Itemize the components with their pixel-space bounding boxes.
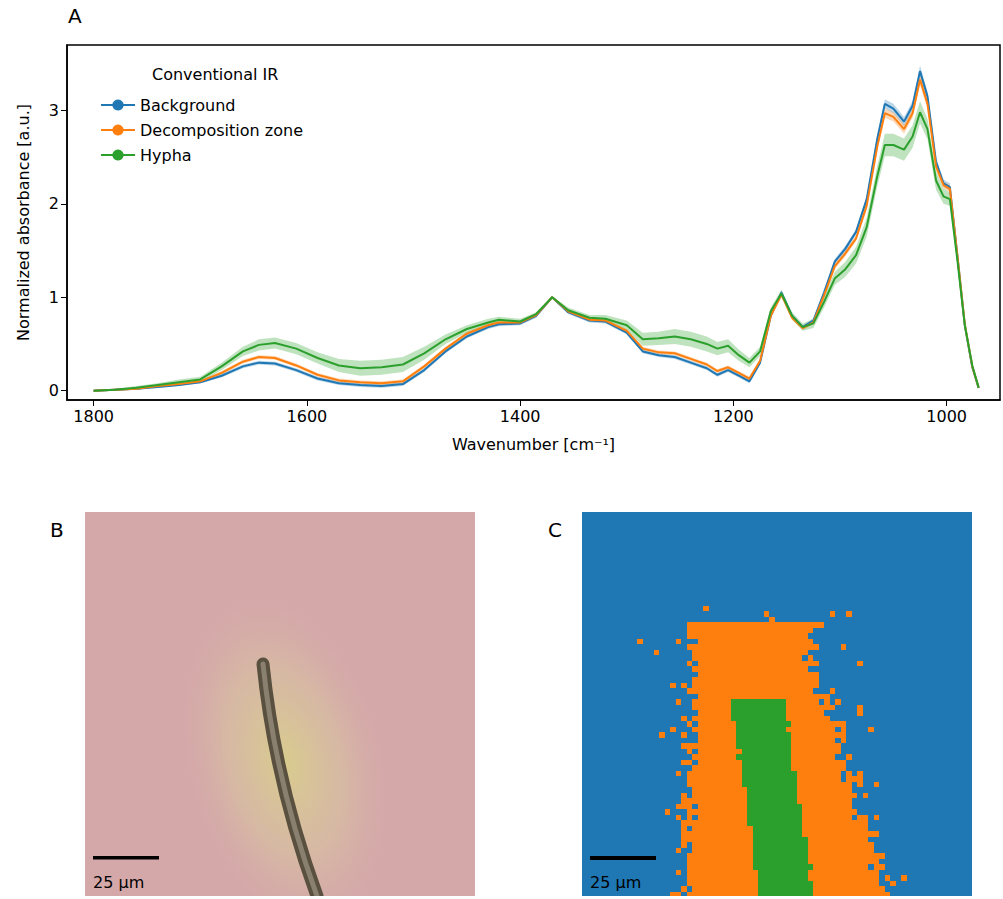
- svg-text:1600: 1600: [287, 407, 328, 426]
- svg-text:Normalized absorbance [a.u.]: Normalized absorbance [a.u.]: [14, 104, 33, 341]
- svg-text:Hypha: Hypha: [140, 146, 192, 165]
- svg-text:0: 0: [49, 381, 59, 400]
- svg-text:Background: Background: [140, 96, 235, 115]
- svg-text:Decomposition zone: Decomposition zone: [140, 121, 303, 140]
- svg-text:Wavenumber [cm⁻¹]: Wavenumber [cm⁻¹]: [452, 435, 615, 454]
- svg-text:1800: 1800: [73, 407, 114, 426]
- svg-text:25 µm: 25 µm: [590, 873, 641, 892]
- svg-text:1: 1: [49, 288, 59, 307]
- svg-text:1400: 1400: [500, 407, 541, 426]
- svg-text:1000: 1000: [926, 407, 967, 426]
- html-text:B: B: [50, 518, 64, 542]
- svg-text:2: 2: [49, 194, 59, 213]
- svg-text:A: A: [68, 4, 82, 28]
- svg-text:Conventional IR: Conventional IR: [152, 65, 278, 84]
- svg-text:3: 3: [49, 101, 59, 120]
- svg-text:25 µm: 25 µm: [93, 873, 144, 892]
- html-text:C: C: [548, 518, 562, 542]
- svg-text:1200: 1200: [713, 407, 754, 426]
